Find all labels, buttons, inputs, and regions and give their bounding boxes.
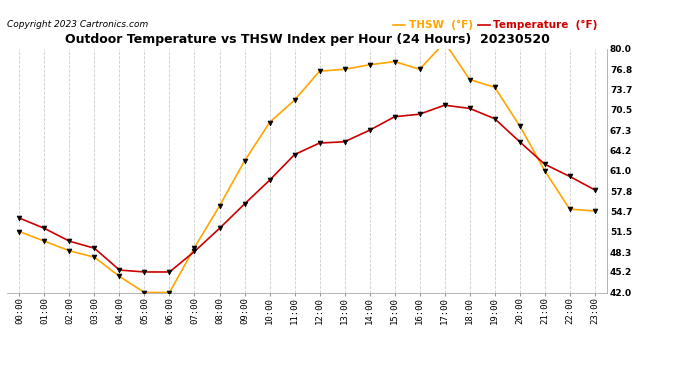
Text: Copyright 2023 Cartronics.com: Copyright 2023 Cartronics.com: [7, 20, 148, 29]
Title: Outdoor Temperature vs THSW Index per Hour (24 Hours)  20230520: Outdoor Temperature vs THSW Index per Ho…: [65, 33, 549, 46]
Legend: THSW  (°F), Temperature  (°F): THSW (°F), Temperature (°F): [389, 16, 602, 34]
